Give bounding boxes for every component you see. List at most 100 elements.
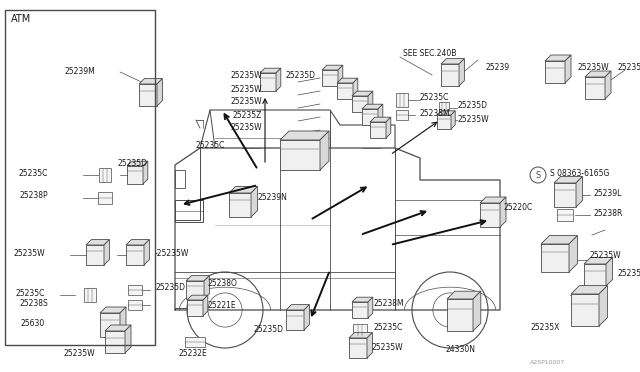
Text: 25235W: 25235W xyxy=(230,124,262,132)
Text: 25235W: 25235W xyxy=(230,84,262,93)
Bar xyxy=(396,110,408,120)
Text: 25239M: 25239M xyxy=(64,67,95,77)
Polygon shape xyxy=(276,68,281,91)
Polygon shape xyxy=(605,71,611,99)
Bar xyxy=(139,84,157,106)
Bar xyxy=(349,338,367,358)
Text: 25235C: 25235C xyxy=(373,324,403,333)
Text: 25235D: 25235D xyxy=(458,102,488,110)
Polygon shape xyxy=(338,65,343,86)
Bar xyxy=(175,170,185,188)
Polygon shape xyxy=(304,305,309,330)
Bar xyxy=(175,200,203,222)
Polygon shape xyxy=(349,333,372,338)
Text: S: S xyxy=(536,171,541,180)
Text: 25235W: 25235W xyxy=(458,115,490,125)
Text: S 08363-6165G: S 08363-6165G xyxy=(550,169,609,177)
Polygon shape xyxy=(120,307,126,337)
Polygon shape xyxy=(571,286,607,294)
Bar xyxy=(353,324,367,336)
Bar xyxy=(5,10,155,345)
Text: 25238M: 25238M xyxy=(420,109,451,118)
Polygon shape xyxy=(286,305,309,310)
Bar xyxy=(337,83,353,99)
Polygon shape xyxy=(139,78,163,84)
Bar xyxy=(286,310,304,330)
Polygon shape xyxy=(362,104,383,109)
Bar xyxy=(480,203,500,227)
Polygon shape xyxy=(187,295,208,300)
Text: 25235W: 25235W xyxy=(617,64,640,73)
Bar xyxy=(280,140,320,170)
Text: 25235C: 25235C xyxy=(420,93,449,103)
Bar xyxy=(557,209,573,221)
Bar xyxy=(447,299,473,331)
Bar xyxy=(126,245,144,265)
Text: A25P10007: A25P10007 xyxy=(530,359,565,365)
Text: 25235W: 25235W xyxy=(13,248,45,257)
Text: ATM: ATM xyxy=(11,14,31,24)
Bar xyxy=(98,192,112,204)
Polygon shape xyxy=(186,276,209,281)
Bar xyxy=(127,166,143,184)
Bar xyxy=(352,302,368,318)
Text: 25235D: 25235D xyxy=(285,71,315,80)
Polygon shape xyxy=(441,59,465,64)
Polygon shape xyxy=(500,197,506,227)
Bar xyxy=(186,281,204,299)
Bar xyxy=(100,313,120,337)
Polygon shape xyxy=(480,197,506,203)
Text: 25235W: 25235W xyxy=(63,350,95,359)
Polygon shape xyxy=(473,291,481,331)
Polygon shape xyxy=(322,65,343,70)
Polygon shape xyxy=(144,240,149,265)
Polygon shape xyxy=(204,276,209,299)
Polygon shape xyxy=(86,240,109,245)
Bar xyxy=(352,96,368,112)
Polygon shape xyxy=(100,307,126,313)
Bar xyxy=(322,70,338,86)
Polygon shape xyxy=(320,131,329,170)
Text: 24330N: 24330N xyxy=(445,346,475,355)
Polygon shape xyxy=(368,297,372,318)
Text: 25235W: 25235W xyxy=(590,251,621,260)
Polygon shape xyxy=(229,186,258,193)
Text: -25235W: -25235W xyxy=(155,248,189,257)
Polygon shape xyxy=(126,240,149,245)
Polygon shape xyxy=(203,295,208,316)
Polygon shape xyxy=(367,333,372,358)
Polygon shape xyxy=(459,59,465,86)
Bar xyxy=(554,183,576,207)
Text: 25235W: 25235W xyxy=(230,97,262,106)
Polygon shape xyxy=(606,257,612,286)
Text: 25235C: 25235C xyxy=(15,289,45,298)
Text: 25630: 25630 xyxy=(20,318,45,327)
Bar xyxy=(437,115,451,129)
Text: 25238S: 25238S xyxy=(19,298,48,308)
Text: 25235C: 25235C xyxy=(196,141,225,150)
Polygon shape xyxy=(370,117,391,122)
Polygon shape xyxy=(437,111,455,115)
Polygon shape xyxy=(554,176,582,183)
Text: 25239N: 25239N xyxy=(258,193,288,202)
Bar xyxy=(370,122,386,138)
Polygon shape xyxy=(599,286,607,326)
Polygon shape xyxy=(585,71,611,77)
Text: 25235D: 25235D xyxy=(118,158,148,167)
Text: 25235D: 25235D xyxy=(155,283,185,292)
Bar xyxy=(571,294,599,326)
Text: 25238O: 25238O xyxy=(208,279,238,288)
Text: 25238M: 25238M xyxy=(373,298,404,308)
Text: 25235W: 25235W xyxy=(578,64,610,73)
Polygon shape xyxy=(352,297,372,302)
Text: 25235C: 25235C xyxy=(19,169,48,177)
Polygon shape xyxy=(565,55,571,83)
Bar xyxy=(585,77,605,99)
Polygon shape xyxy=(104,240,109,265)
Bar xyxy=(185,337,205,347)
Polygon shape xyxy=(386,117,391,138)
Polygon shape xyxy=(368,91,372,112)
Bar xyxy=(260,73,276,91)
Bar xyxy=(229,193,251,217)
Text: 25238P: 25238P xyxy=(19,192,48,201)
